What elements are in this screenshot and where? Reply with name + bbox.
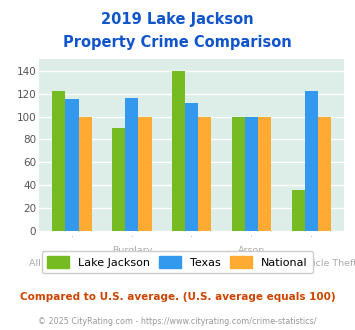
Text: All Property Crime: All Property Crime bbox=[29, 259, 115, 268]
Text: Arson: Arson bbox=[238, 246, 265, 255]
Bar bbox=[305, 91, 318, 231]
Bar bbox=[78, 116, 92, 231]
Bar bbox=[232, 116, 245, 231]
Bar bbox=[138, 116, 152, 231]
Bar bbox=[65, 99, 78, 231]
Bar bbox=[125, 98, 138, 231]
Text: Motor Vehicle Theft: Motor Vehicle Theft bbox=[266, 259, 355, 268]
Text: Larceny & Theft: Larceny & Theft bbox=[154, 259, 230, 268]
Text: Compared to U.S. average. (U.S. average equals 100): Compared to U.S. average. (U.S. average … bbox=[20, 292, 335, 302]
Text: Property Crime Comparison: Property Crime Comparison bbox=[63, 35, 292, 50]
Bar bbox=[292, 190, 305, 231]
Text: © 2025 CityRating.com - https://www.cityrating.com/crime-statistics/: © 2025 CityRating.com - https://www.city… bbox=[38, 317, 317, 326]
Bar bbox=[318, 116, 331, 231]
Text: 2019 Lake Jackson: 2019 Lake Jackson bbox=[101, 12, 254, 26]
Bar bbox=[112, 128, 125, 231]
Legend: Lake Jackson, Texas, National: Lake Jackson, Texas, National bbox=[42, 251, 313, 273]
Bar bbox=[185, 103, 198, 231]
Bar bbox=[258, 116, 271, 231]
Text: Burglary: Burglary bbox=[112, 246, 152, 255]
Bar bbox=[172, 71, 185, 231]
Bar bbox=[245, 116, 258, 231]
Bar bbox=[198, 116, 212, 231]
Bar bbox=[52, 91, 65, 231]
